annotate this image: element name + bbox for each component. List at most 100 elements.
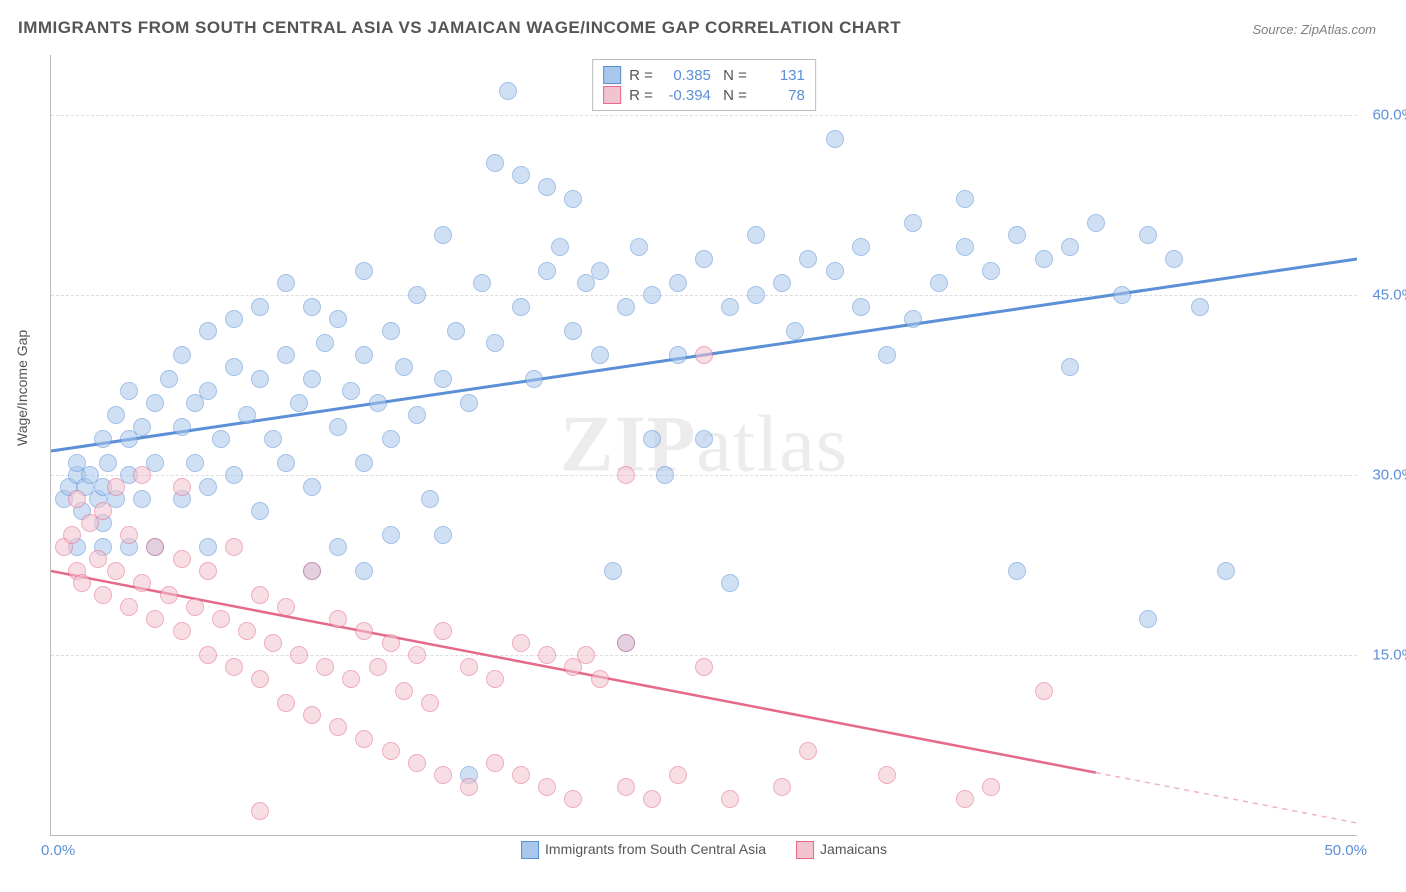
data-point <box>369 394 387 412</box>
data-point <box>107 562 125 580</box>
data-point <box>630 238 648 256</box>
data-point <box>133 418 151 436</box>
legend-label: Jamaicans <box>820 841 887 857</box>
data-point <box>799 742 817 760</box>
data-point <box>773 778 791 796</box>
data-point <box>251 802 269 820</box>
data-point <box>369 658 387 676</box>
data-point <box>1139 226 1157 244</box>
y-tick-label: 15.0% <box>1372 647 1406 664</box>
data-point <box>303 478 321 496</box>
legend-swatch-icon <box>603 66 621 84</box>
source-label: Source: ZipAtlas.com <box>1252 22 1376 37</box>
data-point <box>669 346 687 364</box>
data-point <box>146 394 164 412</box>
data-point <box>277 346 295 364</box>
data-point <box>264 634 282 652</box>
data-point <box>1113 286 1131 304</box>
data-point <box>173 478 191 496</box>
data-point <box>277 274 295 292</box>
data-point <box>160 370 178 388</box>
data-point <box>408 406 426 424</box>
data-point <box>1008 226 1026 244</box>
data-point <box>852 238 870 256</box>
data-point <box>538 646 556 664</box>
data-point <box>591 670 609 688</box>
data-point <box>225 358 243 376</box>
data-point <box>264 430 282 448</box>
data-point <box>225 310 243 328</box>
data-point <box>721 298 739 316</box>
data-point <box>1087 214 1105 232</box>
data-point <box>120 526 138 544</box>
data-point <box>591 346 609 364</box>
data-point <box>434 370 452 388</box>
data-point <box>695 346 713 364</box>
data-point <box>199 538 217 556</box>
data-point <box>329 718 347 736</box>
legend-item: Immigrants from South Central Asia <box>521 841 766 859</box>
data-point <box>538 262 556 280</box>
legend-stats: R =0.385 N =131 R =-0.394 N =78 <box>592 59 816 111</box>
data-point <box>355 622 373 640</box>
data-point <box>238 622 256 640</box>
data-point <box>277 454 295 472</box>
data-point <box>73 574 91 592</box>
data-point <box>512 166 530 184</box>
data-point <box>355 730 373 748</box>
data-point <box>1217 562 1235 580</box>
data-point <box>277 598 295 616</box>
data-point <box>1139 610 1157 628</box>
legend-label: Immigrants from South Central Asia <box>545 841 766 857</box>
data-point <box>316 658 334 676</box>
data-point <box>826 130 844 148</box>
legend-swatch-icon <box>521 841 539 859</box>
data-point <box>382 742 400 760</box>
data-point <box>251 586 269 604</box>
data-point <box>643 286 661 304</box>
data-point <box>617 466 635 484</box>
data-point <box>303 562 321 580</box>
data-point <box>604 562 622 580</box>
data-point <box>316 334 334 352</box>
data-point <box>355 346 373 364</box>
x-tick-min: 0.0% <box>41 842 75 859</box>
data-point <box>173 622 191 640</box>
data-point <box>564 322 582 340</box>
data-point <box>486 334 504 352</box>
data-point <box>564 190 582 208</box>
legend-stats-row: R =0.385 N =131 <box>603 66 805 84</box>
data-point <box>225 466 243 484</box>
data-point <box>146 610 164 628</box>
data-point <box>395 358 413 376</box>
data-point <box>878 346 896 364</box>
y-tick-label: 60.0% <box>1372 107 1406 124</box>
data-point <box>617 778 635 796</box>
data-point <box>382 526 400 544</box>
data-point <box>1008 562 1026 580</box>
data-point <box>551 238 569 256</box>
n-value: 131 <box>755 67 805 84</box>
data-point <box>329 538 347 556</box>
data-point <box>382 634 400 652</box>
data-point <box>656 466 674 484</box>
data-point <box>525 370 543 388</box>
data-point <box>434 226 452 244</box>
legend-item: Jamaicans <box>796 841 887 859</box>
data-point <box>408 646 426 664</box>
data-point <box>342 382 360 400</box>
data-point <box>447 322 465 340</box>
data-point <box>669 274 687 292</box>
data-point <box>956 238 974 256</box>
data-point <box>930 274 948 292</box>
data-point <box>395 682 413 700</box>
data-point <box>199 478 217 496</box>
data-point <box>564 790 582 808</box>
data-point <box>982 778 1000 796</box>
data-point <box>786 322 804 340</box>
data-point <box>643 430 661 448</box>
data-point <box>63 526 81 544</box>
y-axis-label: Wage/Income Gap <box>14 330 30 446</box>
data-point <box>186 598 204 616</box>
data-point <box>303 298 321 316</box>
